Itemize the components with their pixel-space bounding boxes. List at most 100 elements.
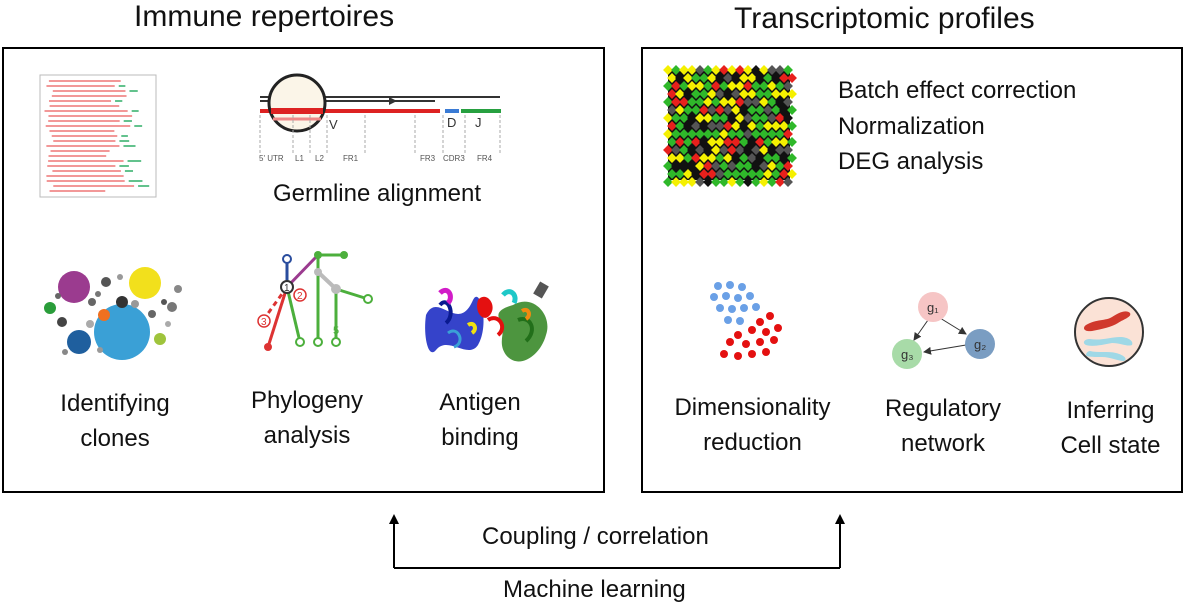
heatmap-cell: [763, 137, 773, 147]
heatmap-cell: [703, 161, 713, 171]
heatmap-cell: [683, 153, 693, 163]
heatmap-cell: [771, 105, 781, 115]
heatmap-cell: [711, 129, 721, 139]
heatmap-cell: [783, 113, 793, 123]
heatmap-cell: [663, 161, 673, 171]
heatmap-cell: [727, 81, 737, 91]
germline-alignment-label: Germline alignment: [272, 180, 482, 207]
heatmap-cell: [739, 153, 749, 163]
antigen-structure-graphic: [425, 281, 549, 362]
heatmap-cell: [727, 65, 737, 75]
heatmap-cell: [787, 73, 797, 83]
heatmap-cell: [719, 129, 729, 139]
heatmap-cell: [719, 65, 729, 75]
heatmap-cell: [743, 145, 753, 155]
heatmap-cell: [763, 121, 773, 131]
sequence-reads-graphic: [39, 74, 157, 198]
heatmap-cell: [675, 137, 685, 147]
heatmap-cell: [703, 81, 713, 91]
heatmap-cell: [779, 137, 789, 147]
heatmap-cell: [759, 129, 769, 139]
heatmap-cell: [663, 177, 673, 187]
heatmap-cell: [679, 161, 689, 171]
dimensionality-reduction-label-line1: Dimensionality: [674, 394, 831, 421]
heatmap-cell: [735, 65, 745, 75]
coupling-connector: [389, 514, 845, 569]
heatmap-cell: [719, 145, 729, 155]
heatmap-cell: [771, 153, 781, 163]
heatmap-cell: [715, 169, 725, 179]
heatmap-cell: [743, 97, 753, 107]
heatmap-cell: [707, 121, 717, 131]
heatmap-cell: [755, 169, 765, 179]
heatmap-cell: [687, 177, 697, 187]
heatmap-cell: [723, 137, 733, 147]
heatmap-cell: [755, 105, 765, 115]
heatmap-cell: [775, 145, 785, 155]
heatmap-cell: [775, 65, 785, 75]
heatmap-cell: [703, 129, 713, 139]
heatmap-cell: [735, 161, 745, 171]
heatmap-cell: [763, 153, 773, 163]
heatmap-cell: [663, 145, 673, 155]
heatmap-cell: [751, 177, 761, 187]
heatmap-cell: [699, 105, 709, 115]
heatmap-cell: [719, 161, 729, 171]
heatmap-cell: [779, 89, 789, 99]
heatmap-cell: [707, 137, 717, 147]
heatmap-cell: [731, 137, 741, 147]
heatmap-cell: [671, 97, 681, 107]
heatmap-cell: [771, 121, 781, 131]
heatmap-cell: [687, 81, 697, 91]
heatmap-cell: [739, 137, 749, 147]
heatmap-cell: [707, 73, 717, 83]
right-section-title: Transcriptomic profiles: [734, 2, 1035, 35]
heatmap-cell: [723, 89, 733, 99]
regulatory-network-label-line1: Regulatory: [884, 395, 1002, 422]
identifying-clones-label-line1: Identifying: [60, 390, 170, 417]
heatmap-cell: [787, 169, 797, 179]
heatmap-cell: [743, 113, 753, 123]
heatmap-cell: [723, 169, 733, 179]
heatmap-cell: [707, 105, 717, 115]
heatmap-cell: [731, 153, 741, 163]
heatmap-cell: [695, 97, 705, 107]
heatmap-cell: [759, 113, 769, 123]
j-segment-label: J: [475, 115, 482, 130]
heatmap-cell: [663, 97, 673, 107]
inferring-cell-state-label-line1: Inferring: [1066, 397, 1155, 424]
phylo-node-label: 5: [333, 325, 339, 337]
heatmap-cell: [707, 153, 717, 163]
heatmap-cell: [775, 177, 785, 187]
heatmap-cell: [699, 89, 709, 99]
heatmap-cell: [675, 121, 685, 131]
heatmap-cell: [727, 113, 737, 123]
heatmap-cell: [743, 81, 753, 91]
heatmap-cell: [719, 81, 729, 91]
heatmap-cell: [783, 145, 793, 155]
heatmap-cell: [771, 169, 781, 179]
heatmap-cell: [747, 153, 757, 163]
heatmap-cell: [771, 73, 781, 83]
identifying-clones-label-line2: clones: [80, 425, 150, 452]
heatmap-cell: [755, 121, 765, 131]
heatmap-cell: [691, 121, 701, 131]
heatmap-cell: [711, 81, 721, 91]
dimensionality-scatter-graphic: [710, 281, 782, 360]
region-label: FR1: [343, 154, 359, 163]
heatmap-cell: [711, 161, 721, 171]
heatmap-cell: [723, 153, 733, 163]
heatmap-cell: [691, 169, 701, 179]
heatmap-cell: [747, 73, 757, 83]
heatmap-cell: [671, 161, 681, 171]
heatmap-cell: [691, 105, 701, 115]
heatmap-cell: [787, 137, 797, 147]
analysis-item-deg: DEG analysis: [838, 148, 984, 175]
heatmap-cell: [763, 105, 773, 115]
heatmap-cell: [735, 97, 745, 107]
heatmap-cell: [695, 113, 705, 123]
heatmap-cell: [751, 81, 761, 91]
heatmap-cell: [703, 65, 713, 75]
heatmap-cell: [683, 73, 693, 83]
heatmap-cell: [735, 81, 745, 91]
